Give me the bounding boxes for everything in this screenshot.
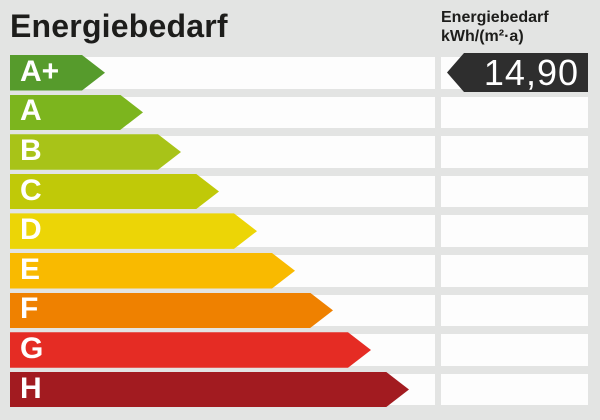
scale-track-right [441,334,588,366]
scale-row-a: A [0,95,600,131]
unit-label: Energiebedarf kWh/(m²·a) [441,8,549,46]
class-arrow-icon: A+ [10,55,105,91]
class-arrow-icon: B [10,134,181,170]
class-letter: G [20,331,44,365]
scale-track-right [441,373,588,406]
scale-track-right [441,294,588,327]
class-letter: A [20,94,42,128]
scale-row-e: E [0,253,600,289]
class-arrow-icon: G [10,332,371,368]
class-arrow-icon: E [10,253,295,289]
scale-track-right [441,96,588,129]
scale-track-right [441,175,588,208]
class-letter: B [20,133,42,167]
scale-row-g: G [0,332,600,368]
class-letter: F [20,292,39,326]
class-arrow-icon: H [10,372,409,408]
class-letter: E [20,252,41,286]
scale-row-h: H [0,372,600,408]
class-arrow-icon: C [10,174,219,210]
scale-row-d: D [0,213,600,249]
class-arrow-icon: A [10,95,143,131]
scale-track-right [441,136,588,168]
unit-label-line1: Energiebedarf [441,9,549,26]
class-arrow-icon: D [10,213,257,249]
class-letter: A+ [20,54,60,88]
scale-row-f: F [0,293,600,329]
scale-row-c: C [0,174,600,210]
class-arrow-icon: F [10,293,333,329]
class-letter: D [20,213,42,247]
class-letter: C [20,173,42,207]
page-title: Energiebedarf [10,8,228,44]
scale-track-right [441,215,588,247]
scale-row-b: B [0,134,600,170]
value-marker-arrow-icon: 14,90 [447,53,588,92]
class-letter: H [20,371,42,405]
unit-label-line2: kWh/(m²·a) [441,28,524,45]
marker-value: 14,90 [483,52,579,93]
scale-track-right [441,255,588,287]
